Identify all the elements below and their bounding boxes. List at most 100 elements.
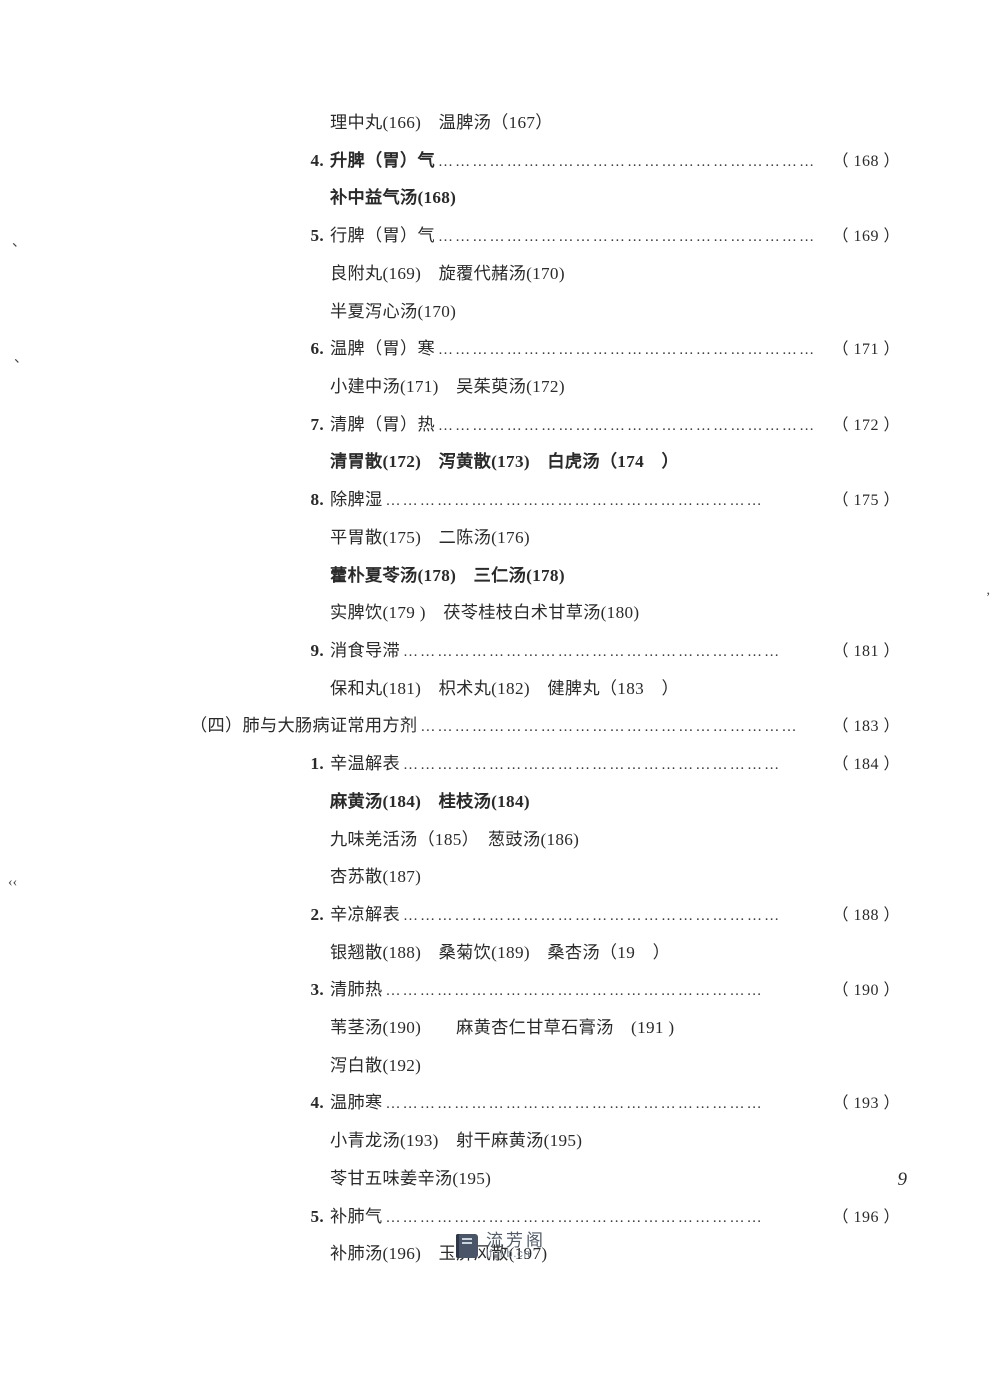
toc-item-title: 消食导滞 [330,638,400,665]
toc-item-title: 除脾湿 [330,487,382,514]
toc-page-ref: （ 181 ） [832,640,900,665]
toc-item-title: 行脾（胃）气 [330,223,435,250]
toc-line: 补中益气汤(168) [330,185,900,212]
footer-text: 流芳阁 lfglib.cn [486,1232,546,1261]
toc-detail-text: 实脾饮(179 ) 茯苓桂枝白术甘草汤(180) [330,600,639,627]
toc-section-title: （四）肺与大肠病证常用方剂 [190,713,417,740]
toc-page-ref: （ 190 ） [832,979,900,1004]
toc-leader-dots: ………………………………………………………… [400,905,833,928]
toc-line: 4.温肺寒…………………………………………………………（ 193 ） [290,1090,900,1117]
toc-page-ref: （ 169 ） [832,225,900,250]
toc-detail-text: 小建中汤(171) 吴茱萸汤(172) [330,374,565,401]
toc-detail-text: 苇茎汤(190) 麻黄杏仁甘草石膏汤 (191 ) [330,1015,674,1042]
toc-line: 半夏泻心汤(170) [330,299,900,326]
toc-leader-dots: ………………………………………………………… [382,980,832,1003]
toc-detail-text: 苓甘五味姜辛汤(195) [330,1166,491,1193]
toc-detail-text: 良附丸(169) 旋覆代赭汤(170) [330,261,565,288]
toc-item-title: 辛温解表 [330,751,400,778]
toc-page-ref: （ 188 ） [832,904,900,929]
toc-line: 良附丸(169) 旋覆代赭汤(170) [330,261,900,288]
toc-item-number: 8. [290,487,324,514]
book-icon [456,1234,478,1258]
toc-item-title: 清脾（胃）热 [330,412,435,439]
artifact-mark: , [987,583,991,599]
toc-item-number: 5. [290,223,324,250]
toc-detail-text: 理中丸(166) 温脾汤（167） [330,110,553,137]
toc-page-ref: （ 172 ） [832,414,900,439]
toc-item-number: 5. [290,1204,324,1231]
toc-line: 4.升脾（胃）气…………………………………………………………（ 168 ） [290,148,900,175]
toc-page: 理中丸(166) 温脾汤（167）4.升脾（胃）气………………………………………… [120,110,900,1279]
toc-line: 5.行脾（胃）气…………………………………………………………（ 169 ） [290,223,900,250]
toc-page-ref: （ 175 ） [832,489,900,514]
toc-item-title: 清肺热 [330,977,382,1004]
toc-item-number: 4. [290,148,324,175]
footer-cn: 流芳阁 [486,1232,546,1250]
toc-line: 清胃散(172) 泻黄散(173) 白虎汤（174 ） [330,449,900,476]
artifact-mark: 、 [12,231,26,251]
toc-leader-dots: ………………………………………………………… [435,226,833,249]
toc-detail-text: 九味羌活汤（185） 葱豉汤(186) [330,827,579,854]
toc-line: 苓甘五味姜辛汤(195) [330,1166,900,1193]
toc-detail-text: 银翘散(188) 桑菊饮(189) 桑杏汤（19 ） [330,940,670,967]
toc-item-number: 7. [290,412,324,439]
toc-item-title: 辛凉解表 [330,902,400,929]
toc-item-title: 升脾（胃）气 [330,148,435,175]
toc-leader-dots: ………………………………………………………… [435,415,833,438]
toc-detail-text: 泻白散(192) [330,1053,421,1080]
toc-page-ref: （ 196 ） [832,1206,900,1231]
toc-page-ref: （ 171 ） [832,338,900,363]
toc-line: 6.温脾（胃）寒…………………………………………………………（ 171 ） [290,336,900,363]
toc-line: 小青龙汤(193) 射干麻黄汤(195) [330,1128,900,1155]
toc-leader-dots: ………………………………………………………… [435,339,833,362]
page-number: 9 [898,1169,908,1191]
toc-item-number: 1. [290,751,324,778]
toc-line: 苇茎汤(190) 麻黄杏仁甘草石膏汤 (191 ) [330,1015,900,1042]
toc-leader-dots: ………………………………………………………… [382,490,832,513]
toc-line: 9.消食导滞…………………………………………………………（ 181 ） [290,638,900,665]
toc-detail-text: 平胃散(175) 二陈汤(176) [330,525,530,552]
toc-line: 1.辛温解表…………………………………………………………（ 184 ） [290,751,900,778]
toc-line: 理中丸(166) 温脾汤（167） [330,110,900,137]
artifact-mark: ‹‹ [8,875,17,891]
toc-line: 7.清脾（胃）热…………………………………………………………（ 172 ） [290,412,900,439]
toc-line: 平胃散(175) 二陈汤(176) [330,525,900,552]
toc-item-number: 3. [290,977,324,1004]
toc-detail-text: 保和丸(181) 枳术丸(182) 健脾丸（183 ） [330,676,679,703]
toc-leader-dots: ………………………………………………………… [435,151,833,174]
toc-detail-text: 杏苏散(187) [330,864,421,891]
toc-line: 麻黄汤(184) 桂枝汤(184) [330,789,900,816]
toc-item-title: 补肺气 [330,1204,382,1231]
toc-line: （四）肺与大肠病证常用方剂…………………………………………………………（ 183… [190,713,900,740]
toc-page-ref: （ 184 ） [832,753,900,778]
toc-line: 小建中汤(171) 吴茱萸汤(172) [330,374,900,401]
toc-leader-dots: ………………………………………………………… [382,1207,832,1230]
toc-item-number: 2. [290,902,324,929]
toc-line: 藿朴夏苓汤(178) 三仁汤(178) [330,563,900,590]
toc-line: 杏苏散(187) [330,864,900,891]
toc-detail-text: 半夏泻心汤(170) [330,299,456,326]
toc-detail-text: 清胃散(172) 泻黄散(173) 白虎汤（174 ） [330,449,679,476]
toc-detail-text: 麻黄汤(184) 桂枝汤(184) [330,789,530,816]
footer-watermark: 流芳阁 lfglib.cn [0,1232,1002,1261]
toc-line: 5.补肺气…………………………………………………………（ 196 ） [290,1204,900,1231]
toc-line: 银翘散(188) 桑菊饮(189) 桑杏汤（19 ） [330,940,900,967]
toc-line: 泻白散(192) [330,1053,900,1080]
toc-page-ref: （ 183 ） [832,715,900,740]
toc-detail-text: 藿朴夏苓汤(178) 三仁汤(178) [330,563,565,590]
toc-line: 8.除脾湿…………………………………………………………（ 175 ） [290,487,900,514]
toc-item-number: 9. [290,638,324,665]
toc-item-number: 4. [290,1090,324,1117]
toc-item-title: 温肺寒 [330,1090,382,1117]
toc-detail-text: 小青龙汤(193) 射干麻黄汤(195) [330,1128,582,1155]
toc-page-ref: （ 193 ） [832,1092,900,1117]
toc-leader-dots: ………………………………………………………… [382,1093,832,1116]
footer-en: lfglib.cn [486,1249,546,1261]
toc-detail-text: 补中益气汤(168) [330,185,456,212]
toc-line: 2.辛凉解表…………………………………………………………（ 188 ） [290,902,900,929]
toc-page-ref: （ 168 ） [832,150,900,175]
toc-leader-dots: ………………………………………………………… [400,754,833,777]
toc-line: 3.清肺热…………………………………………………………（ 190 ） [290,977,900,1004]
toc-leader-dots: ………………………………………………………… [417,716,832,739]
toc-item-number: 6. [290,336,324,363]
